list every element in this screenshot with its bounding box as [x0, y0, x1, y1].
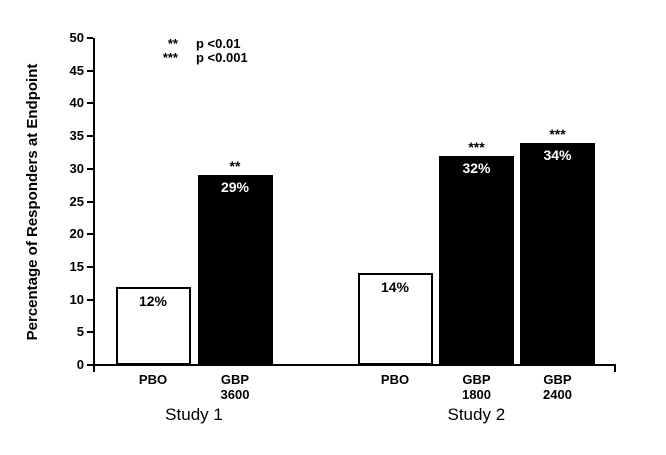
group-label: Study 2	[447, 405, 506, 424]
y-tick-label: 5	[76, 324, 84, 340]
bar-value-label: 34%	[543, 146, 572, 163]
y-axis-tick	[87, 69, 93, 72]
bar: 14%	[357, 273, 433, 365]
y-tick-label: 30	[69, 160, 84, 176]
y-tick-label: 10	[69, 291, 84, 307]
x-category-label: PBO	[138, 372, 168, 387]
legend-row: *** p <0.001	[140, 51, 248, 65]
y-axis-tick	[87, 265, 93, 268]
y-tick-label: 0	[76, 357, 84, 372]
legend-symbol: ***	[162, 50, 178, 65]
x-category-label: GBP 2400	[543, 372, 572, 402]
bar: 34%	[520, 142, 595, 365]
significance-stars: **	[229, 158, 241, 175]
y-tick-label: 40	[69, 95, 84, 111]
y-tick-label: 35	[69, 128, 84, 144]
y-tick-label: 25	[69, 193, 84, 209]
y-tick-label: 50	[69, 30, 84, 45]
bar-value-label: 29%	[220, 179, 250, 196]
y-tick-label: 15	[69, 258, 84, 274]
bar-value-label: 14%	[380, 279, 410, 296]
x-category-label: PBO	[380, 372, 410, 387]
bar: 12%	[115, 286, 191, 365]
bar-value-label: 32%	[462, 159, 491, 176]
bar-value-label: 12%	[138, 292, 168, 309]
y-tick-label: 20	[69, 226, 84, 242]
y-tick-label: 45	[69, 62, 84, 78]
legend-symbol: **	[167, 36, 178, 51]
y-axis-tick	[87, 298, 93, 301]
y-axis-line	[93, 38, 95, 372]
y-axis-tick	[87, 331, 93, 334]
x-axis-end-tick	[614, 364, 616, 372]
legend-text: p <0.01	[196, 36, 241, 51]
y-axis-tick	[87, 200, 93, 203]
y-axis-tick	[87, 102, 93, 105]
bar: 32%	[439, 155, 514, 365]
y-axis-tick	[87, 233, 93, 236]
group-label: Study 1	[165, 405, 223, 424]
significance-legend: ** p <0.01 *** p <0.001	[140, 37, 248, 65]
y-axis-tick	[87, 37, 93, 39]
bar: 29%	[197, 175, 273, 365]
x-category-label: GBP 3600	[220, 372, 250, 402]
y-axis-tick	[87, 167, 93, 170]
x-axis-line	[93, 364, 616, 366]
significance-stars: ***	[549, 125, 566, 142]
legend-text: p <0.001	[196, 50, 248, 65]
y-axis-tick	[87, 135, 93, 138]
legend-row: ** p <0.01	[140, 37, 248, 51]
significance-stars: ***	[468, 138, 485, 155]
x-category-label: GBP 1800	[462, 372, 491, 402]
y-axis-tick	[87, 364, 93, 366]
